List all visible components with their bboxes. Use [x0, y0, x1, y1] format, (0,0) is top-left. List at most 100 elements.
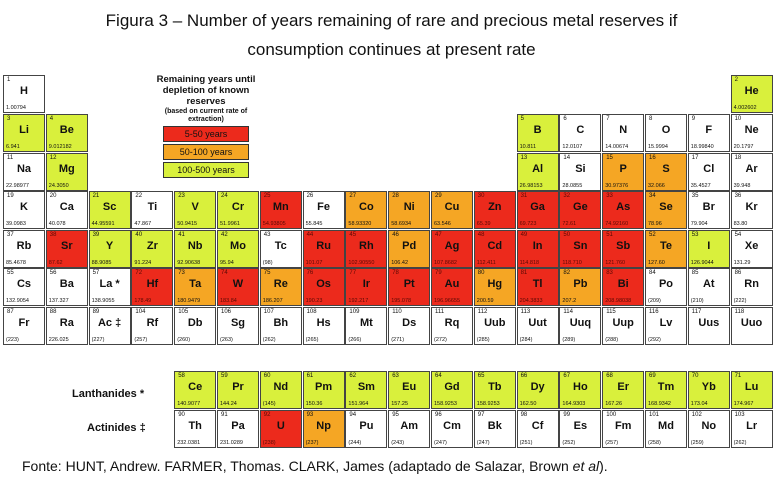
- element-symbol: Uup: [612, 316, 634, 329]
- atomic-number: 63: [392, 373, 399, 379]
- atomic-number: 18: [734, 154, 742, 161]
- atomic-number: 47: [435, 231, 442, 238]
- element-ti: 22 Ti 47.867: [131, 191, 174, 229]
- atomic-mass: 204.3833: [519, 298, 543, 304]
- element-s: 16 S 32.066: [645, 152, 687, 191]
- element-y: 39 Y 88.9085: [88, 229, 131, 268]
- element-am: 95 Am (243): [388, 409, 431, 448]
- actinides-label: Actinides ‡: [87, 422, 146, 434]
- element-symbol: Cd: [487, 239, 503, 252]
- atomic-number: 12: [49, 154, 57, 161]
- atomic-mass: 231.0289: [220, 439, 243, 446]
- element-symbol: Cl: [703, 162, 715, 175]
- atomic-mass: (244): [348, 439, 362, 446]
- element-symbol: Fm: [614, 419, 632, 432]
- element-zn: 30 Zn 65.39: [473, 191, 516, 229]
- atomic-number: 111: [435, 308, 445, 315]
- atomic-number: 59: [221, 373, 228, 379]
- atomic-number: 17: [691, 154, 699, 161]
- element-re: 75 Re 186.207: [259, 268, 302, 306]
- atomic-number: 92: [263, 411, 271, 418]
- element-sg: 106 Sg (263): [217, 306, 259, 345]
- element-symbol: Th: [188, 419, 202, 432]
- element-o: 8 O 15.9994: [645, 114, 687, 152]
- atomic-mass: 63.546: [434, 221, 451, 227]
- atomic-mass: 24.3050: [48, 182, 69, 189]
- atomic-mass: 35.4527: [690, 182, 711, 189]
- atomic-number: 53: [691, 231, 699, 238]
- element-he: 2 He 4.002602: [730, 75, 773, 113]
- atomic-mass: 137.327: [48, 298, 69, 304]
- atomic-number: 113: [520, 308, 531, 315]
- atomic-mass: (272): [434, 336, 447, 343]
- element-symbol: Mo: [230, 239, 246, 252]
- element-symbol: Ag: [444, 239, 460, 252]
- source-italic: et al: [572, 458, 600, 474]
- atomic-mass: 126.9044: [690, 259, 714, 266]
- atomic-number: 33: [606, 193, 613, 199]
- element-symbol: Ne: [744, 124, 759, 136]
- element-symbol: Cr: [231, 201, 245, 213]
- atomic-mass: (260): [177, 336, 191, 343]
- atomic-number: 14: [563, 154, 571, 161]
- element-symbol: Lv: [659, 316, 673, 329]
- element-symbol: Ar: [745, 162, 758, 175]
- atomic-number: 117: [691, 308, 702, 315]
- atomic-number: 34: [649, 193, 656, 199]
- atomic-mass: 118.710: [562, 259, 582, 266]
- element-symbol: O: [661, 124, 671, 136]
- element-bi: 83 Bi 208.98038: [602, 268, 645, 306]
- element-symbol: Cm: [443, 419, 461, 432]
- element-co: 27 Co 58.93320: [345, 191, 388, 229]
- atomic-mass: 112.411: [476, 259, 496, 266]
- atomic-mass: (262): [262, 336, 276, 343]
- atomic-mass: 69.723: [519, 221, 537, 227]
- atomic-number: 99: [563, 411, 571, 418]
- atomic-number: 60: [263, 373, 271, 379]
- atomic-mass: 131.29: [733, 259, 751, 266]
- element-hg: 80 Hg 200.59: [473, 268, 516, 306]
- element-pt: 78 Pt 195.078: [388, 268, 431, 306]
- atomic-mass: 12.0107: [562, 144, 583, 150]
- element-ba: 56 Ba 137.327: [45, 268, 88, 306]
- element-sc: 21 Sc 44.95591: [88, 191, 131, 229]
- element-cu: 29 Cu 63.546: [431, 191, 473, 229]
- atomic-mass: 20.1797: [733, 144, 754, 150]
- element-symbol: K: [20, 201, 28, 213]
- atomic-mass: 83.80: [733, 221, 748, 227]
- element-symbol: Bk: [487, 419, 502, 432]
- source-end: ).: [599, 458, 608, 474]
- element-symbol: Hs: [316, 316, 331, 329]
- element-symbol: Es: [573, 419, 588, 432]
- atomic-mass: 22.98977: [6, 182, 29, 189]
- element-symbol: Br: [702, 201, 715, 213]
- element-symbol: Y: [105, 239, 114, 252]
- element-symbol: Ra: [59, 316, 74, 329]
- element-in: 49 In 114.818: [516, 229, 559, 268]
- element-db: 105 Db (260): [174, 306, 217, 345]
- atomic-number: 100: [606, 411, 617, 418]
- atomic-mass: 47.867: [134, 221, 152, 227]
- element-np: 93 Np (237): [302, 409, 345, 448]
- element-symbol: Uuo: [740, 316, 763, 329]
- figure-title: Figura 3 – Number of years remaining of …: [0, 6, 783, 64]
- element-ge: 32 Ge 72.61: [559, 191, 602, 229]
- atomic-number: 76: [306, 270, 314, 276]
- element-symbol: Rf: [146, 316, 159, 329]
- atomic-number: 5: [520, 116, 524, 122]
- legend-title: Remaining years until depletion of known…: [156, 74, 256, 107]
- atomic-mass: (227): [91, 336, 105, 343]
- atomic-mass: 132.9054: [6, 298, 29, 304]
- element-os: 76 Os 190.23: [302, 268, 345, 306]
- element-symbol: Ga: [530, 201, 545, 213]
- legend: Remaining years until depletion of known…: [150, 74, 262, 178]
- element-symbol: Mt: [359, 316, 373, 329]
- atomic-number: 70: [691, 373, 699, 379]
- element-hf: 72 Hf 178.49: [131, 268, 174, 306]
- atomic-mass: (265): [305, 336, 319, 343]
- title-line-2: consumption continues at present rate: [247, 40, 536, 59]
- atomic-number: 103: [734, 411, 745, 418]
- atomic-number: 1: [7, 77, 11, 83]
- element-nd: 60 Nd (145): [259, 371, 302, 409]
- atomic-number: 21: [92, 193, 100, 199]
